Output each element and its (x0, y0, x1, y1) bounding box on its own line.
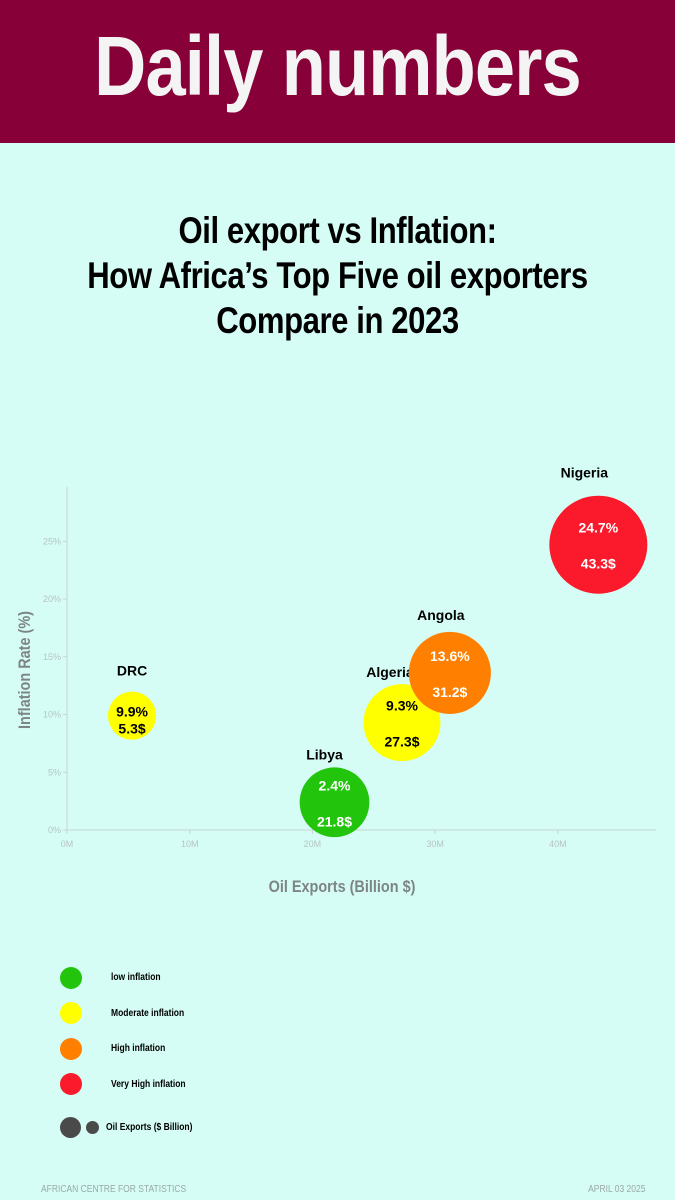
legend-label: Moderate inflation (111, 1007, 185, 1019)
y-axis-title: Inflation Rate (%) (16, 611, 34, 729)
bubble-export-label: 21.8$ (317, 813, 352, 829)
x-tick-label: 20M (304, 839, 322, 849)
bubble-angola (408, 631, 491, 714)
legend-label: low inflation (111, 972, 161, 984)
country-label: Algeria (366, 664, 414, 680)
legend-item: Very High inflation (60, 1067, 208, 1103)
x-tick-label: 40M (549, 839, 567, 849)
legend-swatch (60, 1002, 82, 1025)
bubble-export-label: 27.3$ (384, 734, 419, 750)
legend-item: Moderate inflation (60, 996, 208, 1032)
footer-date: APRIL 03 2025 (587, 1184, 645, 1195)
bubble-libya (299, 767, 370, 838)
legend-swatch (60, 1073, 82, 1096)
x-tick-label: 0M (61, 839, 74, 849)
bubble-inflation-label: 9.3% (386, 698, 418, 714)
y-tick-label: 0% (48, 825, 61, 835)
bubble-inflation-label: 2.4% (319, 777, 351, 793)
y-tick-label: 10% (43, 710, 61, 720)
bubble-chart: 0M 10M 20M 30M 40M 0% 5% 10% 15% 20% 25% Oil Export… (16, 465, 656, 896)
chart-title: Oil export vs Inflation: How Africa’s To… (54, 208, 621, 343)
x-tick-label: 10M (181, 839, 199, 849)
header-banner: Daily numbers (0, 0, 675, 143)
y-tick-label: 15% (43, 652, 61, 662)
legend-label: Oil Exports ($ Billion) (106, 1122, 193, 1134)
legend-size-large (60, 1117, 81, 1139)
title-line: Compare in 2023 (216, 300, 459, 341)
legend: low inflation Moderate inflation High in… (60, 960, 208, 1146)
bubble-export-label: 5.3$ (118, 721, 145, 737)
y-tick-label: 25% (43, 536, 61, 546)
y-tick-label: 20% (43, 594, 61, 604)
legend-swatch (60, 966, 82, 989)
legend-size-small (86, 1121, 99, 1135)
country-label: Nigeria (561, 465, 609, 481)
legend-swatch (60, 1037, 82, 1060)
x-tick-label: 30M (426, 839, 444, 849)
x-axis-title: Oil Exports (Billion $) (269, 878, 416, 896)
bubble-inflation-label: 9.9% (116, 704, 148, 720)
legend-label: High inflation (111, 1043, 166, 1055)
legend-size-item: Oil Exports ($ Billion) (60, 1110, 208, 1146)
bubble-drc (108, 691, 157, 740)
y-tick-label: 5% (48, 767, 61, 777)
bubble-inflation-label: 24.7% (578, 520, 618, 536)
legend-item: High inflation (60, 1031, 208, 1067)
bubble-algeria (363, 684, 441, 762)
header-title: Daily numbers (94, 19, 581, 113)
country-label: Libya (306, 746, 343, 762)
title-line: Oil export vs Inflation: (178, 210, 497, 251)
bubble-export-label: 43.3$ (581, 556, 616, 572)
bubble-export-label: 31.2$ (432, 684, 467, 700)
country-label: DRC (117, 663, 147, 679)
footer-source: AFRICAN CENTRE FOR STATISTICS (41, 1184, 187, 1195)
country-label: Angola (417, 607, 465, 623)
legend-label: Very High inflation (111, 1078, 186, 1090)
bubble-inflation-label: 13.6% (430, 648, 470, 664)
title-line: How Africa’s Top Five oil exporters (87, 255, 588, 296)
legend-item: low inflation (60, 960, 208, 996)
bubble-nigeria (549, 495, 648, 594)
